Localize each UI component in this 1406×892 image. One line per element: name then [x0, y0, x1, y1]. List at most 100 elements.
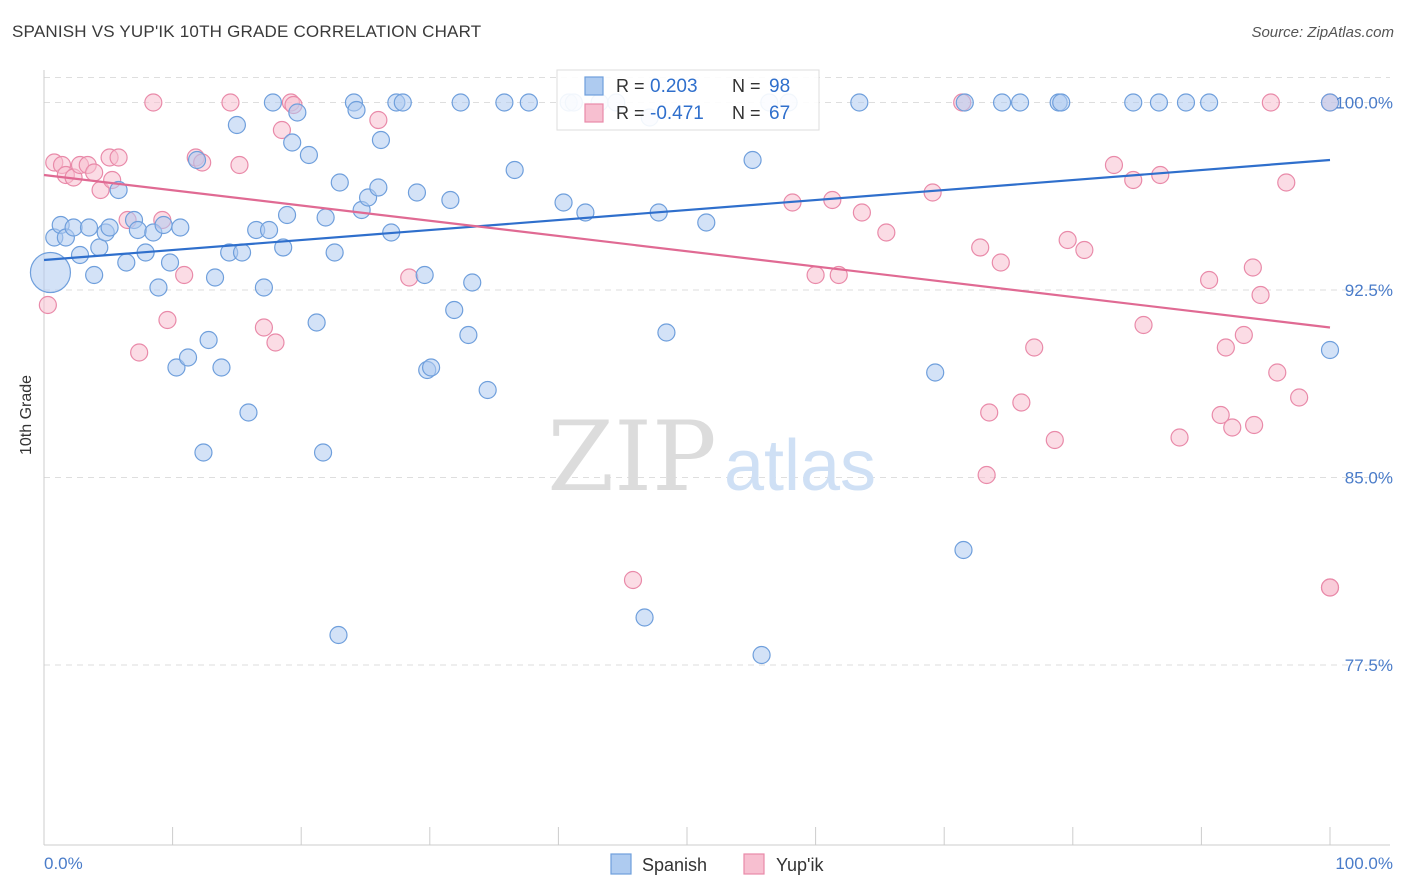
watermark-zip: ZIP: [547, 401, 716, 513]
spanish-point: [495, 93, 514, 112]
yupik-point: [623, 570, 643, 590]
spanish-point: [171, 218, 190, 237]
r-value: -0.471: [650, 103, 704, 124]
spanish-point: [205, 268, 225, 287]
spanish-point: [554, 193, 573, 212]
y-tick-label: 77.5%: [1345, 656, 1393, 675]
spanish-point: [149, 278, 168, 297]
spanish-point: [1010, 93, 1030, 112]
spanish-point: [451, 93, 470, 112]
spanish-point: [393, 93, 412, 112]
yupik-point: [130, 343, 149, 362]
spanish-point: [1176, 93, 1196, 112]
spanish-legend-label[interactable]: Spanish: [642, 855, 707, 875]
spanish-point: [316, 208, 335, 227]
spanish-point: [325, 243, 344, 262]
spanish-point: [85, 265, 104, 285]
spanish-point: [100, 218, 119, 237]
spanish-point: [329, 625, 348, 645]
yupik-point: [400, 268, 419, 287]
spanish-point: [463, 273, 482, 292]
yupik-legend-label[interactable]: Yup'ik: [776, 855, 824, 875]
spanish-point: [160, 253, 180, 272]
y-tick-label: 92.5%: [1345, 281, 1393, 300]
x-tick-label: 0.0%: [44, 854, 83, 873]
spanish-point: [1124, 93, 1143, 112]
watermark-atlas: atlas: [724, 426, 876, 506]
spanish-point: [954, 540, 973, 560]
yupik-point: [877, 223, 896, 242]
spanish-point: [635, 608, 654, 627]
spanish-point: [239, 403, 258, 422]
yupik-point: [971, 238, 990, 257]
spanish-point: [283, 133, 302, 152]
spanish-point: [505, 160, 524, 180]
r-label: R =: [616, 103, 645, 123]
yupik-point: [266, 333, 285, 352]
spanish-point: [743, 150, 762, 170]
spanish-point: [752, 645, 771, 665]
yupik-point: [1251, 285, 1270, 305]
spanish-point: [955, 93, 974, 112]
watermark: ZIP atlas: [547, 401, 876, 513]
yupik-point: [980, 403, 999, 422]
spanish-point: [1320, 340, 1340, 360]
yupik-point: [1151, 165, 1170, 185]
series-legend[interactable]: Spanish Yup'ik: [610, 853, 824, 875]
blue-swatch: [584, 76, 604, 96]
yupik-point: [1058, 230, 1077, 250]
n-value: 98: [769, 76, 790, 97]
yupik-point: [1134, 315, 1153, 335]
r-label: R =: [616, 76, 645, 96]
y-tick-label: 85.0%: [1345, 469, 1393, 488]
yupik-point: [1104, 155, 1124, 175]
spanish-point: [299, 145, 319, 165]
spanish-point: [1200, 93, 1219, 112]
spanish-point: [274, 238, 293, 257]
yupik-point: [1045, 430, 1064, 450]
spanish-point: [199, 330, 218, 350]
yupik-point: [1243, 258, 1262, 277]
spanish-point: [926, 363, 945, 382]
spanish-point: [657, 323, 676, 342]
yupik-point: [1223, 418, 1242, 437]
trend-lines: [43, 158, 1331, 329]
yupik-legend-swatch[interactable]: [743, 853, 765, 875]
yupik-point: [1025, 338, 1044, 357]
spanish-point: [128, 220, 147, 240]
yupik-point: [158, 310, 177, 330]
spanish-point: [992, 93, 1012, 112]
y-tick-label: 100.0%: [1335, 94, 1393, 113]
yupik-point: [923, 183, 942, 202]
yupik-point: [1268, 363, 1287, 382]
spanish-point: [187, 150, 207, 170]
spanish-point: [407, 183, 427, 202]
yupik-point: [38, 295, 57, 315]
yupik-point: [1234, 325, 1253, 345]
n-label: N =: [732, 76, 761, 96]
yupik-point: [852, 203, 871, 222]
pink-swatch: [584, 103, 604, 123]
yupik-point: [1261, 93, 1280, 112]
spanish-point: [415, 265, 434, 285]
spanish-point: [277, 205, 297, 225]
yupik-point: [977, 465, 996, 485]
spanish-point: [288, 103, 307, 122]
r-value: 0.203: [650, 76, 698, 97]
spanish-point: [64, 218, 83, 237]
spanish-points: [29, 93, 1340, 665]
spanish-point: [227, 115, 246, 135]
yupik-point: [1290, 388, 1309, 407]
yupik-point: [1216, 338, 1235, 357]
yupik-point: [254, 318, 274, 337]
yupik-point: [230, 155, 249, 175]
spanish-point: [232, 243, 252, 262]
tick-labels: 77.5% 85.0% 92.5% 100.0% 0.0% 100.0%: [44, 94, 1393, 874]
spanish-point: [29, 251, 72, 294]
spanish-point: [850, 93, 869, 112]
spanish-point: [117, 253, 136, 272]
spanish-legend-swatch[interactable]: [610, 853, 632, 875]
spanish-point: [212, 358, 231, 377]
spanish-point: [371, 130, 391, 150]
spanish-point: [194, 443, 213, 462]
